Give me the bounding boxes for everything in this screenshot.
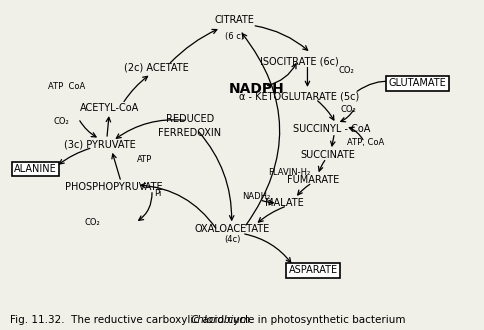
Text: NADPH: NADPH [228,82,284,96]
Text: REDUCED
FERREDOXIN: REDUCED FERREDOXIN [158,115,221,138]
Text: GLUTAMATE: GLUTAMATE [389,78,446,88]
Text: (4c): (4c) [224,235,241,244]
Text: FUMARATE: FUMARATE [287,175,339,185]
Text: CITRATE: CITRATE [215,15,255,25]
Text: Pi: Pi [154,189,162,198]
Text: Chlorobium.: Chlorobium. [190,315,254,325]
Text: ATP  CoA: ATP CoA [48,82,85,91]
Text: (2c) ACETATE: (2c) ACETATE [124,63,189,73]
Text: (6 c): (6 c) [226,32,244,41]
Text: α - KETOGLUTARATE (5c): α - KETOGLUTARATE (5c) [239,92,359,102]
Text: ALANINE: ALANINE [15,164,57,174]
Text: CO₂: CO₂ [338,66,354,75]
Text: OXALOACETATE: OXALOACETATE [195,224,270,234]
Text: ASPARATE: ASPARATE [288,265,338,275]
Text: (3c) PYRUVATE: (3c) PYRUVATE [64,140,136,149]
Text: Fig. 11.32.  The reductive carboxylic acid cycle in photosynthetic bacterium: Fig. 11.32. The reductive carboxylic aci… [10,315,408,325]
Text: ATP: ATP [137,155,152,164]
Text: ACETYL-CoA: ACETYL-CoA [79,103,139,113]
Text: SUCCINYL - CoA: SUCCINYL - CoA [293,124,371,134]
Text: CO₂: CO₂ [85,218,101,227]
Text: MALATE: MALATE [265,198,304,208]
Text: CO₂: CO₂ [341,105,357,114]
Text: NADH₂: NADH₂ [242,192,271,201]
Text: ATP, CoA: ATP, CoA [347,139,384,148]
Text: PHOSPHOPYRUVATE: PHOSPHOPYRUVATE [65,182,163,192]
Text: CO₂: CO₂ [54,117,70,126]
Text: ISOCITRATE (6c): ISOCITRATE (6c) [259,57,338,67]
Text: FLAVIN-H₂: FLAVIN-H₂ [268,168,311,177]
Text: SUCCINATE: SUCCINATE [300,150,355,160]
